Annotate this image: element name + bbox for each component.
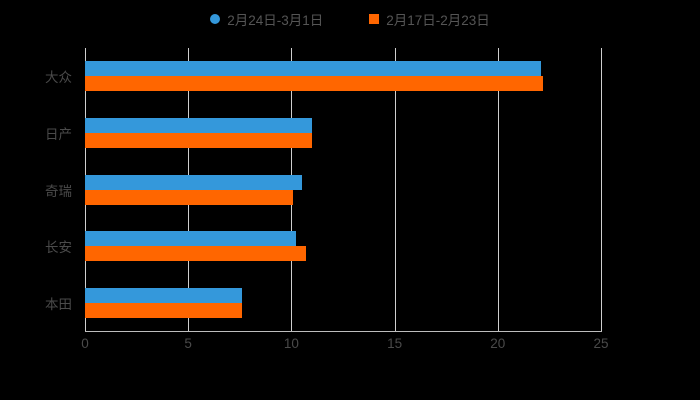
legend-item-label: 2月24日-3月1日: [227, 13, 324, 28]
legend-square-icon: [369, 14, 380, 24]
category-label: 大众: [45, 70, 72, 86]
legend-circle-icon: [210, 14, 221, 24]
category-label: 日产: [45, 126, 72, 142]
bar[interactable]: [85, 132, 313, 148]
x-axis-line: [85, 331, 602, 332]
bar[interactable]: [85, 231, 296, 247]
gridline: [601, 48, 602, 331]
bar[interactable]: [85, 302, 242, 318]
x-tick-label: 15: [387, 336, 403, 351]
legend-item[interactable]: 2月24日-3月1日: [210, 9, 323, 29]
category-label: 本田: [45, 296, 72, 312]
x-axis-tick-labels: 0 5 10 15 20 25: [81, 336, 608, 356]
gridline: [394, 48, 396, 331]
category-label: 长安: [45, 240, 72, 256]
bar[interactable]: [85, 76, 544, 92]
x-tick-label: 25: [593, 336, 609, 351]
bar[interactable]: [85, 287, 242, 303]
gridline: [497, 48, 499, 331]
bar[interactable]: [85, 189, 294, 205]
legend-item[interactable]: 2月17日-2月23日: [369, 9, 490, 29]
plot-area: [85, 48, 602, 331]
bar[interactable]: [85, 246, 306, 262]
x-tick-label: 0: [81, 336, 89, 351]
bar[interactable]: [85, 174, 302, 190]
bar[interactable]: [85, 61, 542, 77]
category-label: 奇瑞: [45, 183, 72, 199]
x-tick-label: 20: [490, 336, 506, 351]
x-tick-label: 5: [184, 336, 192, 351]
x-tick-label: 10: [283, 336, 299, 351]
chart-legend: 2月24日-3月1日 2月17日-2月23日: [0, 9, 700, 29]
legend-item-label: 2月17日-2月23日: [386, 13, 490, 28]
bar[interactable]: [85, 117, 313, 133]
category-axis-labels: 大众日产奇瑞长安本田: [0, 48, 78, 331]
